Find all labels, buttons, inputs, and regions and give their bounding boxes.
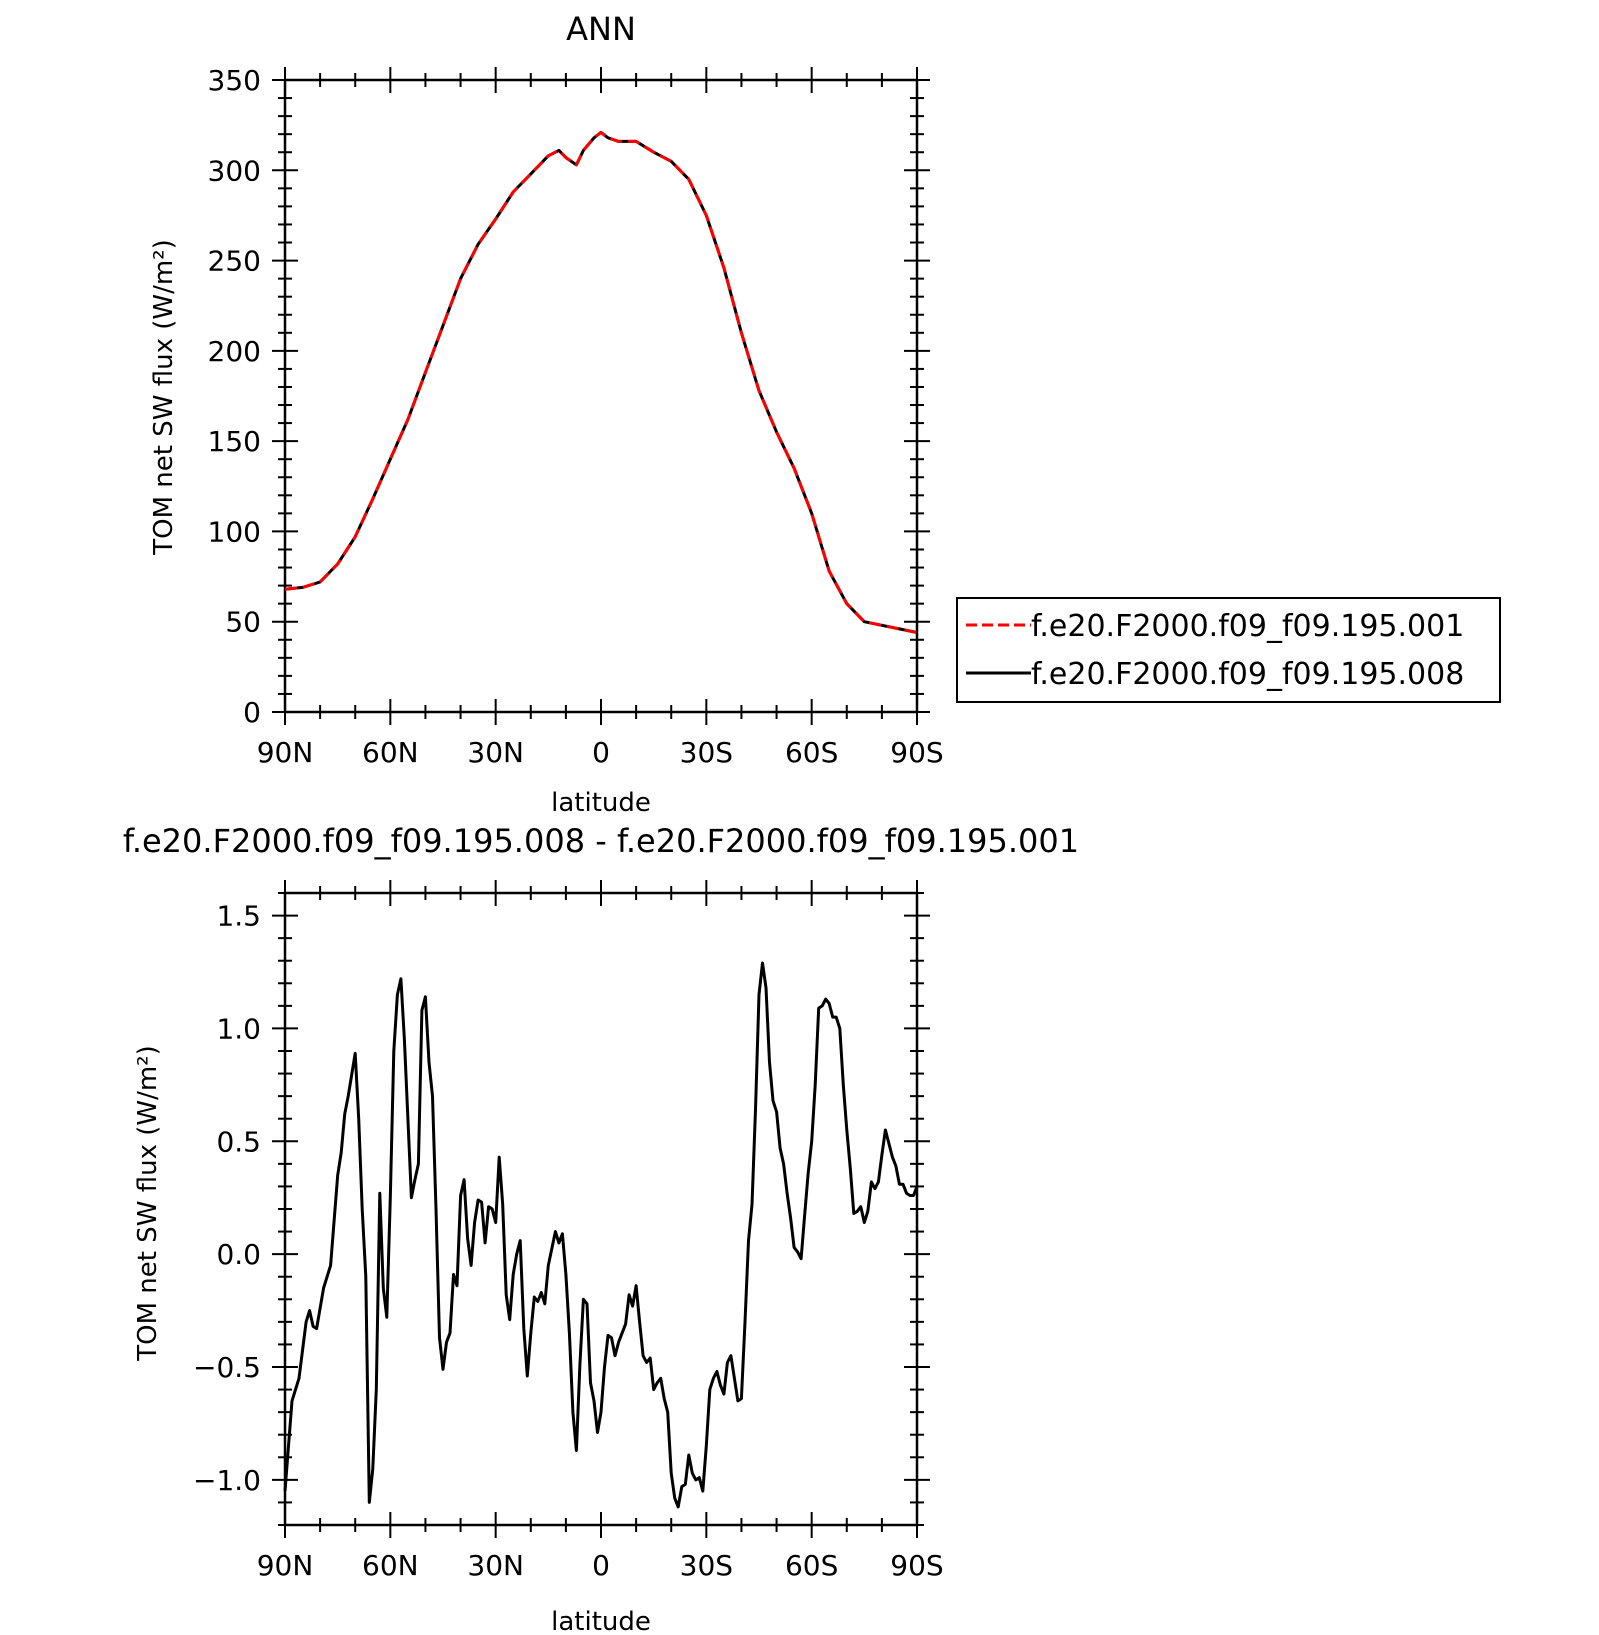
series-line-1 — [283, 961, 919, 1509]
x-tick-label: 90S — [890, 736, 943, 769]
y-tick-label: 150 — [208, 425, 261, 458]
top-chart-axes: 90N 60N 30N 0 30S 60S 90S 0 50 100 150 200 250 300 350 — [208, 64, 944, 769]
x-tick-label: 60N — [362, 736, 419, 769]
y-tick-label: 0 — [243, 696, 261, 729]
y-tick-label: 50 — [225, 606, 261, 639]
legend-label-series-2: f.e20.F2000.f09_f09.195.008 — [1031, 657, 1464, 692]
bottom-chart-axes: 90N 60N 30N 0 30S 60S 90S −1.0 −0.5 0.0 0.5 1.0 1.5 — [193, 880, 944, 1582]
plot-frame — [283, 78, 919, 714]
top-chart: ANN 90N 60N 30N 0 30S 60S 90S 0 50 100 150 200 250 30… — [149, 10, 1501, 818]
series-line-2 — [284, 130, 918, 634]
x-tick-label: 30S — [680, 1549, 733, 1582]
y-tick-label: 0.0 — [216, 1238, 261, 1271]
y-tick-label: 300 — [208, 154, 261, 187]
x-tick-label: 30N — [467, 1549, 524, 1582]
top-chart-lines — [284, 130, 918, 634]
legend-box — [956, 597, 1501, 703]
x-tick-label: 30S — [680, 736, 733, 769]
top-chart-title: ANN — [566, 10, 636, 48]
bottom-chart: f.e20.F2000.f09_f09.195.008 - f.e20.F200… — [123, 822, 1079, 1635]
legend: f.e20.F2000.f09_f09.195.001 f.e20.F2000.… — [956, 597, 1501, 703]
series-line-1 — [284, 130, 918, 634]
legend-label-series-1: f.e20.F2000.f09_f09.195.001 — [1031, 609, 1464, 644]
bottom-chart-xlabel: latitude — [551, 1607, 651, 1635]
x-tick-label: 60S — [785, 1549, 838, 1582]
x-tick-label: 60N — [362, 1549, 419, 1582]
y-tick-label: −1.0 — [193, 1464, 261, 1497]
y-tick-label: 200 — [208, 335, 261, 368]
bottom-chart-ylabel: TOM net SW flux (W/m²) — [133, 1045, 163, 1361]
y-tick-label: 250 — [208, 245, 261, 278]
x-tick-label: 0 — [592, 1549, 610, 1582]
bottom-chart-title: f.e20.F2000.f09_f09.195.008 - f.e20.F200… — [123, 822, 1079, 860]
y-tick-label: 1.5 — [216, 900, 261, 933]
x-tick-label: 60S — [785, 736, 838, 769]
y-tick-label: 350 — [208, 64, 261, 97]
x-tick-label: 0 — [592, 736, 610, 769]
y-tick-label: 100 — [208, 515, 261, 548]
x-tick-label: 30N — [467, 736, 524, 769]
x-tick-label: 90S — [890, 1549, 943, 1582]
x-tick-label: 90N — [257, 736, 314, 769]
y-tick-label: −0.5 — [193, 1351, 261, 1384]
top-chart-xlabel: latitude — [551, 788, 651, 818]
bottom-chart-lines — [283, 961, 919, 1509]
y-tick-label: 1.0 — [216, 1012, 261, 1045]
y-tick-label: 0.5 — [216, 1125, 261, 1158]
top-chart-ylabel: TOM net SW flux (W/m²) — [149, 239, 179, 555]
x-tick-label: 90N — [257, 1549, 314, 1582]
